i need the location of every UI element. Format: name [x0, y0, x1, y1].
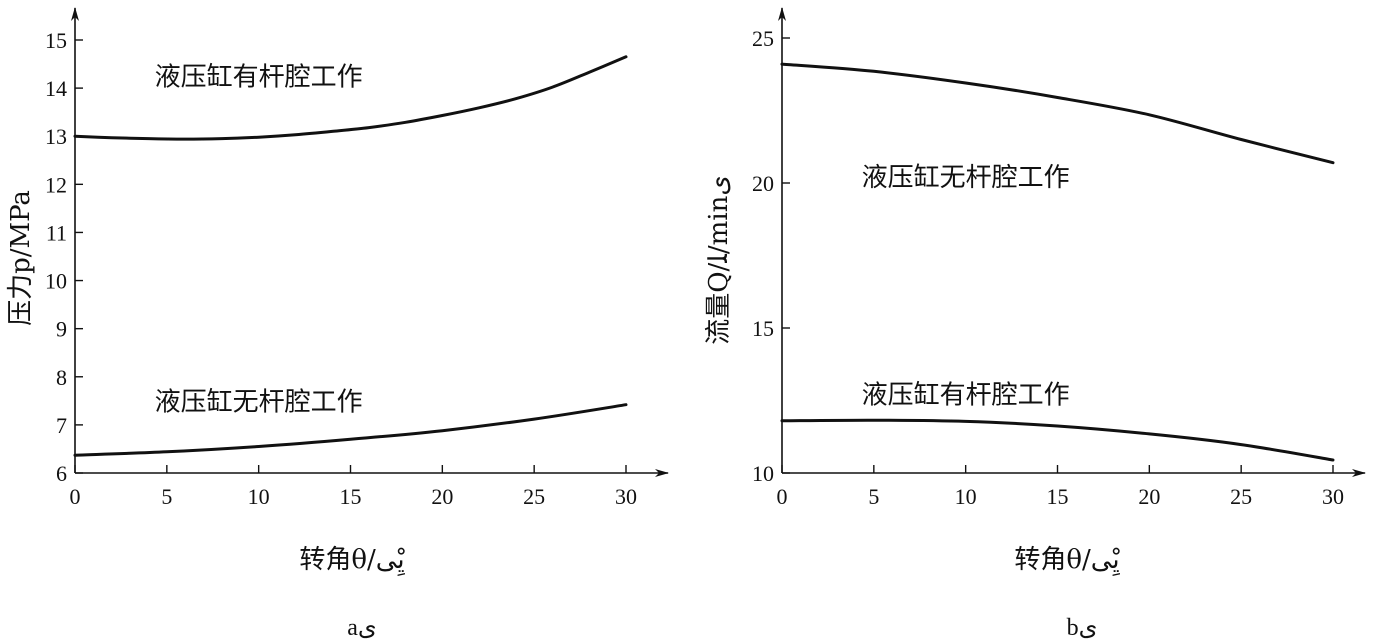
series-annotation-1: 液压缸无杆腔工作 — [155, 387, 363, 417]
y-tick-label: 14 — [45, 76, 67, 101]
x-tick-label: 30 — [1322, 484, 1344, 509]
series-annotation-0: 液压缸无杆腔工作 — [862, 163, 1070, 193]
y-tick-label: 15 — [752, 316, 774, 341]
chart-caption: bی — [1067, 615, 1098, 641]
x-tick-label: 30 — [615, 484, 637, 509]
y-tick-label: 25 — [752, 26, 774, 51]
y-tick-label: 20 — [752, 171, 774, 196]
series-line-1 — [780, 418, 1335, 462]
x-axis-label: 转角θ/یِْی — [299, 545, 405, 576]
y-axis-label: 流量Q/ﻠ/minی — [704, 175, 734, 345]
chart-caption: aی — [347, 615, 376, 641]
series-line-0 — [780, 62, 1335, 165]
y-tick-label: 13 — [45, 124, 67, 149]
y-tick-label: 10 — [45, 269, 67, 294]
x-tick-label: 25 — [1230, 484, 1252, 509]
series-annotation-0: 液压缸有杆腔工作 — [155, 63, 363, 93]
y-tick-label: 8 — [56, 365, 67, 390]
y-tick-label: 9 — [56, 317, 67, 342]
x-axis-label: 转角θ/یِْی — [1014, 545, 1120, 576]
x-tick-label: 0 — [777, 484, 788, 509]
y-axis-label: 压力p/MPa — [6, 190, 36, 326]
x-tick-label: 5 — [868, 484, 879, 509]
y-tick-label: 7 — [56, 413, 67, 438]
y-tick-label: 11 — [46, 220, 67, 245]
chart-a: 0 5 10 15 20 25 30 6 7 8 9 10 11 12 13 14 15 液压缸有杆腔工作液压缸… — [6, 7, 669, 641]
y-tick-label: 15 — [45, 28, 67, 53]
series-line-0 — [73, 55, 628, 141]
series-line-1 — [73, 403, 628, 457]
x-tick-label: 0 — [70, 484, 81, 509]
y-tick-label: 10 — [752, 461, 774, 486]
y-tick-label: 12 — [45, 172, 67, 197]
series-annotation-1: 液压缸有杆腔工作 — [862, 380, 1070, 410]
x-tick-label: 20 — [1138, 484, 1160, 509]
x-tick-label: 20 — [431, 484, 453, 509]
x-tick-label: 25 — [523, 484, 545, 509]
x-tick-label: 10 — [248, 484, 270, 509]
x-tick-label: 15 — [340, 484, 362, 509]
y-tick-label: 6 — [56, 461, 67, 486]
x-tick-label: 10 — [955, 484, 977, 509]
x-tick-label: 15 — [1047, 484, 1069, 509]
x-tick-label: 5 — [161, 484, 172, 509]
